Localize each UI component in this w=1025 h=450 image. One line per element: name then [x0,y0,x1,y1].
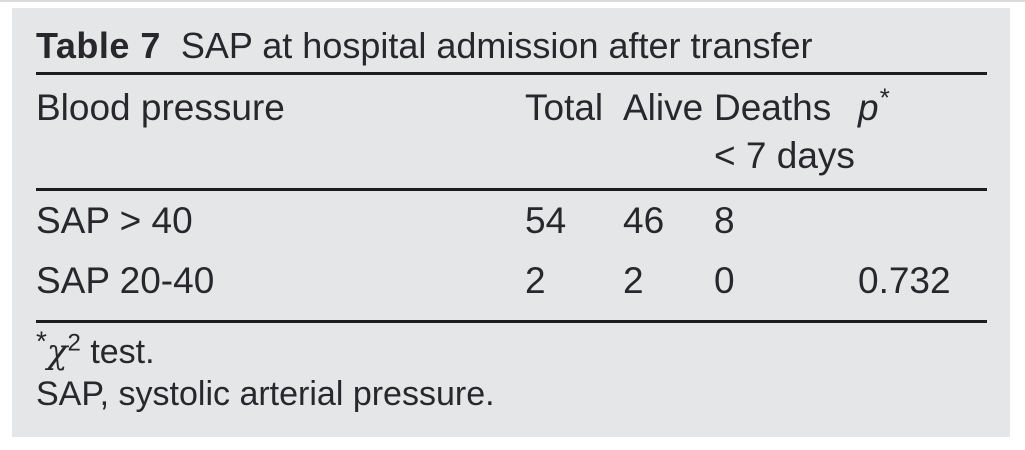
row1-alive: 46 [623,200,665,241]
col-header-blood-pressure: Blood pressure [36,87,285,128]
table-row: SAP 20-40 2 2 0 0.732 [36,261,987,301]
table-panel: Table 7 SAP at hospital admission after t… [12,8,1010,437]
col-header-deaths-line2: < 7 days [714,135,855,176]
row2-alive: 2 [623,260,644,301]
table-number-label: Table 7 [36,25,161,66]
chi-symbol: χ [46,332,68,372]
footnote-asterisk: * [36,325,47,357]
table-caption: Table 7 SAP at hospital admission after t… [36,24,987,68]
col-header-p-symbol: p [858,87,879,128]
table-header-row: Blood pressure Total Alive Deaths < 7 da… [36,84,987,180]
col-header-total: Total [525,87,604,128]
rule-below-header [36,188,987,191]
row1-label: SAP > 40 [36,200,193,241]
footnote-abbreviation: SAP, systolic arterial pressure. [36,375,495,413]
row2-p-value: 0.732 [858,260,951,301]
row2-total: 2 [525,260,546,301]
top-edge-hairline [0,0,1025,2]
row1-p-value [858,201,987,241]
col-header-deaths: Deaths < 7 days [714,84,858,180]
footnote-chi-square-test: *χ2 test. [36,327,987,372]
col-header-p-asterisk: * [878,82,889,113]
table-row: SAP > 40 54 46 8 [36,201,987,241]
rule-above-footnotes [36,320,987,323]
footnote-test-text: test. [80,333,155,371]
col-header-deaths-line1: Deaths [714,87,832,128]
row1-deaths: 8 [714,200,735,241]
row2-deaths: 0 [714,260,735,301]
row1-total: 54 [525,200,567,241]
row2-label: SAP 20-40 [36,260,215,301]
chi-exponent: 2 [67,329,81,357]
col-header-alive: Alive [623,87,704,128]
rule-below-title [36,72,987,75]
col-header-p: p* [858,84,987,180]
table-title-text: SAP at hospital admission after transfer [180,25,813,66]
